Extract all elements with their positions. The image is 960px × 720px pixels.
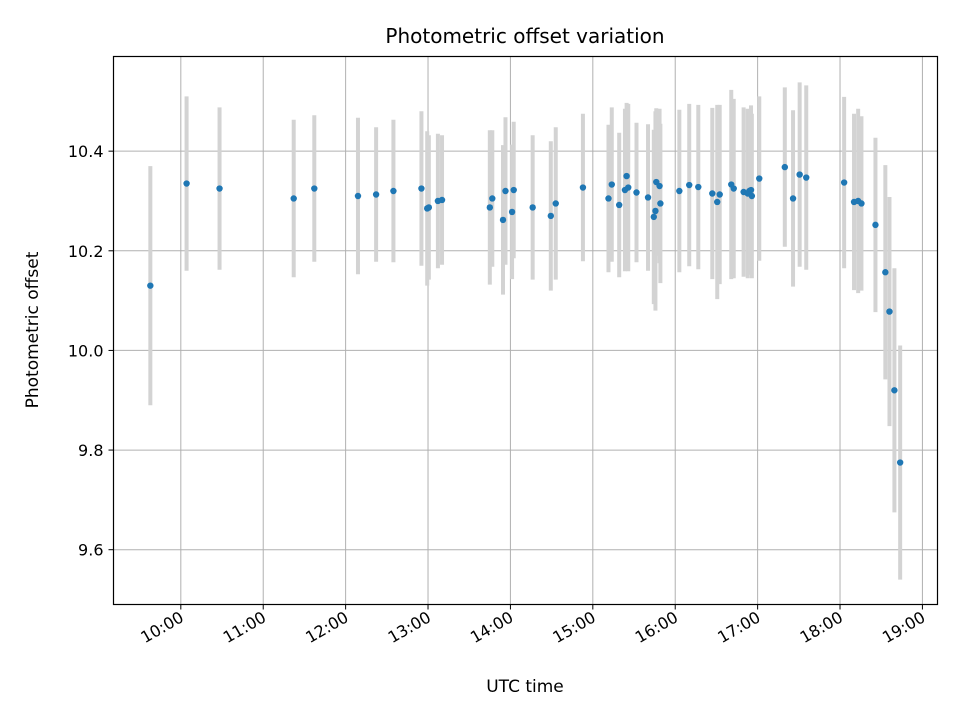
y-tick-label: 9.8	[78, 441, 103, 460]
data-point	[896, 459, 904, 466]
data-point	[390, 187, 397, 195]
data-point	[840, 179, 848, 186]
data-points	[147, 163, 904, 466]
data-point	[756, 175, 763, 182]
y-axis-title: Photometric offset	[23, 251, 43, 408]
data-point	[652, 207, 659, 215]
data-point	[623, 172, 630, 180]
data-point	[615, 201, 623, 209]
data-point	[891, 387, 898, 394]
data-point	[686, 181, 693, 189]
data-point	[695, 183, 702, 191]
data-point	[489, 195, 496, 202]
y-tick-label: 10.0	[68, 341, 104, 360]
data-point	[886, 308, 893, 315]
y-tick-label: 10.2	[68, 242, 104, 261]
data-point	[529, 204, 536, 211]
data-point	[311, 185, 318, 192]
data-point	[579, 184, 587, 191]
data-point	[508, 208, 516, 216]
data-point	[657, 200, 664, 207]
data-point	[486, 204, 494, 211]
data-point	[605, 195, 612, 202]
data-point	[709, 190, 716, 197]
data-point	[716, 191, 723, 198]
data-point	[803, 174, 810, 181]
data-point	[147, 282, 154, 289]
data-point	[183, 180, 190, 187]
data-point	[747, 186, 755, 194]
x-axis-title: UTC time	[486, 677, 564, 697]
data-point	[502, 187, 509, 195]
data-point	[425, 204, 433, 211]
y-tick-label: 9.6	[78, 541, 103, 560]
data-point	[858, 200, 865, 207]
data-point	[552, 200, 559, 207]
data-point	[633, 189, 640, 196]
data-point	[650, 213, 657, 221]
data-point	[547, 212, 554, 220]
data-point	[730, 185, 737, 192]
data-point	[872, 221, 879, 229]
plot-area-frame	[112, 55, 939, 606]
data-point	[608, 181, 615, 188]
data-point	[676, 187, 683, 195]
data-point	[882, 269, 889, 276]
data-point	[216, 185, 223, 192]
data-point	[438, 196, 446, 204]
data-point	[644, 194, 652, 201]
data-point	[499, 216, 507, 224]
y-axis: 9.6 9.8 10.0 10.2 10.4	[68, 142, 114, 560]
data-point	[510, 186, 517, 194]
data-point	[290, 195, 297, 202]
data-point	[789, 195, 797, 202]
data-point	[656, 182, 663, 190]
data-point	[372, 191, 380, 198]
data-point	[625, 184, 632, 191]
data-point	[354, 192, 362, 200]
data-point	[748, 192, 756, 200]
data-point	[714, 198, 721, 206]
y-tick-label: 10.4	[68, 142, 104, 161]
chart-title: Photometric offset variation	[385, 24, 664, 48]
data-point	[781, 163, 789, 171]
data-point	[796, 171, 803, 178]
data-point	[418, 185, 425, 192]
